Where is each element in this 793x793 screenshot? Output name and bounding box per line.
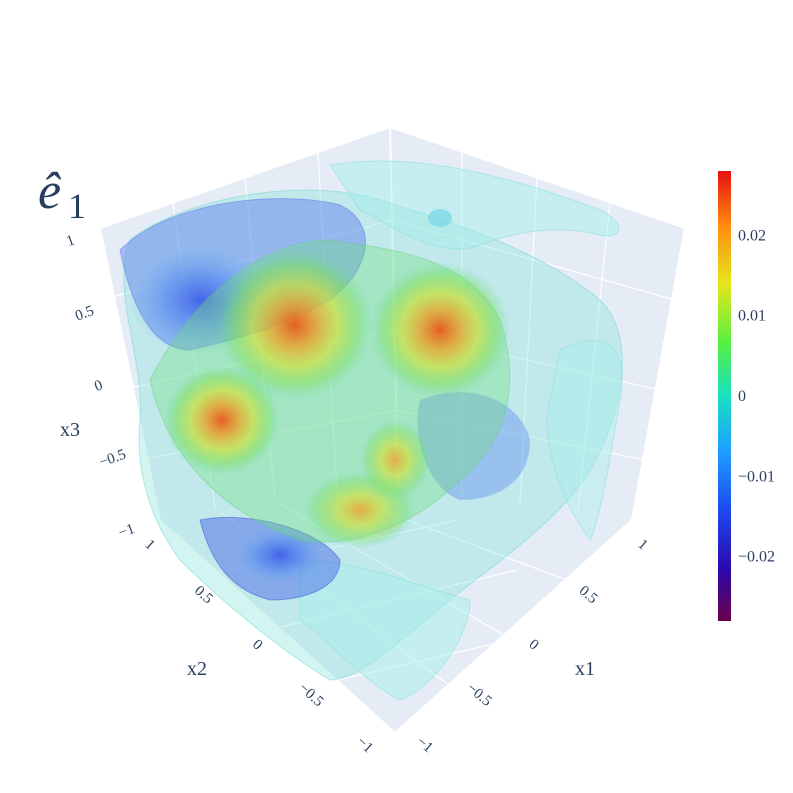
hot-blob-top-right: [370, 262, 510, 398]
x2-tick-label: 1: [142, 537, 158, 554]
x3-tick-label: 0.5: [73, 303, 96, 324]
isosurface-volume: [119, 160, 623, 701]
back-right-pane: [390, 127, 685, 520]
title-symbol: ê: [38, 163, 62, 220]
x3-tick-label: −0.5: [97, 447, 128, 471]
right-wing-sheet: [546, 340, 623, 541]
hot-blob-left: [164, 365, 280, 475]
x1-axis-label: x1: [575, 658, 595, 680]
colorbar-tick-label: 0.02: [738, 227, 766, 244]
colorbar-gradient: [718, 171, 731, 621]
colorbar-tick-label: 0: [738, 388, 746, 405]
x1-tick-label: −0.5: [464, 680, 495, 710]
x1-tick-label: 0: [526, 636, 542, 653]
right-cyan-sheet: [329, 160, 620, 250]
warm-blob-center-right: [360, 420, 430, 500]
x3-tick-label: −1: [116, 521, 136, 541]
colorbar-tick-label: −0.02: [738, 549, 775, 566]
x2-tick-label: −0.5: [295, 680, 326, 710]
x1-tick-label: 1: [635, 536, 651, 553]
colorbar-tick-label: 0.01: [738, 308, 766, 325]
small-cyan-bubble: [428, 209, 452, 227]
x1-tick-label: 0.5: [576, 583, 601, 607]
x1-tick-label: −1: [413, 734, 436, 757]
blue-shell-right: [417, 392, 530, 500]
x3-axis-label: x3: [60, 419, 80, 441]
colorbar: 0.02 0.01 0 −0.01 −0.02: [718, 171, 775, 621]
x3-tick-label: 1: [64, 232, 77, 250]
bottom-cyan-sheet: [299, 559, 471, 701]
chart-title: ê 1: [38, 163, 86, 226]
x2-tick-label: −1: [353, 734, 376, 757]
title-subscript: 1: [68, 186, 86, 226]
cold-blob-lower: [235, 527, 325, 583]
x2-axis-label: x2: [187, 658, 207, 680]
x2-tick-label: 0: [249, 637, 265, 654]
x3-tick-label: 0: [92, 377, 105, 395]
colorbar-tick-label: −0.01: [738, 468, 775, 485]
colorbar-ticks: 0.02 0.01 0 −0.01 −0.02: [738, 227, 775, 565]
hot-blob-top-center: [217, 250, 373, 400]
